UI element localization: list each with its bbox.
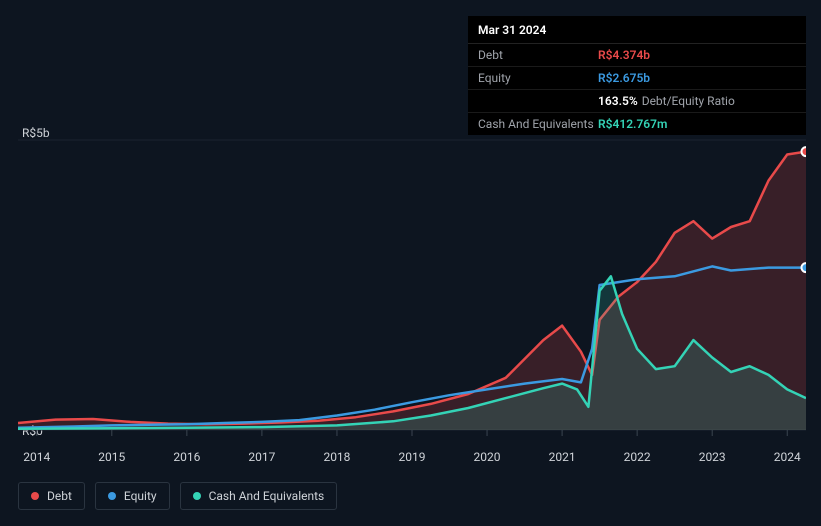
x-tick-label: 2022 (624, 450, 651, 464)
legend-item-debt[interactable]: Debt (18, 482, 85, 510)
tooltip-row-label: Cash And Equivalents (478, 117, 598, 131)
tooltip-row-label (478, 94, 598, 108)
legend-item-cash-and-equivalents[interactable]: Cash And Equivalents (180, 482, 338, 510)
legend: Debt Equity Cash And Equivalents (18, 482, 337, 510)
legend-item-equity[interactable]: Equity (95, 482, 170, 510)
chart-svg (18, 130, 806, 450)
x-tick-label: 2020 (474, 450, 501, 464)
x-tick-label: 2014 (23, 450, 50, 464)
chart-area[interactable] (18, 130, 806, 450)
tooltip-row-value: R$2.675b (598, 71, 650, 85)
x-tick-label: 2015 (98, 450, 125, 464)
legend-dot-icon (193, 492, 201, 500)
tooltip-row-label: Debt (478, 48, 598, 62)
x-tick-label: 2016 (173, 450, 200, 464)
x-tick-label: 2018 (323, 450, 350, 464)
x-tick-label: 2019 (399, 450, 426, 464)
tooltip-row-value: R$4.374b (598, 48, 650, 62)
tooltip-date: Mar 31 2024 (468, 16, 806, 44)
tooltip-panel: Mar 31 2024 DebtR$4.374bEquityR$2.675b16… (468, 16, 806, 135)
legend-dot-icon (31, 492, 39, 500)
legend-dot-icon (108, 492, 116, 500)
tooltip-row-value: 163.5% (598, 94, 638, 108)
x-tick-label: 2017 (248, 450, 275, 464)
tooltip-row-suffix: Debt/Equity Ratio (642, 94, 735, 108)
tooltip-row: 163.5% Debt/Equity Ratio (468, 90, 806, 113)
legend-item-label: Cash And Equivalents (209, 489, 325, 503)
tooltip-row-value: R$412.767m (598, 117, 667, 131)
x-tick-label: 2021 (549, 450, 576, 464)
tooltip-row-label: Equity (478, 71, 598, 85)
tooltip-row: EquityR$2.675b (468, 67, 806, 90)
legend-item-label: Equity (124, 489, 157, 503)
legend-item-label: Debt (47, 489, 72, 503)
tooltip-row: DebtR$4.374b (468, 44, 806, 67)
x-tick-label: 2023 (699, 450, 726, 464)
tooltip-row: Cash And EquivalentsR$412.767m (468, 113, 806, 135)
x-tick-label: 2024 (774, 450, 801, 464)
